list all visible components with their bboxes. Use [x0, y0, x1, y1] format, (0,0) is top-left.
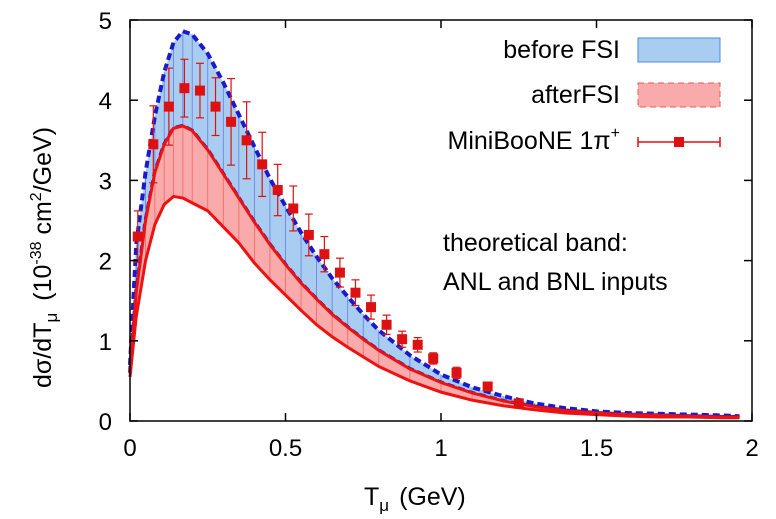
x-axis-label-main: T: [364, 483, 379, 511]
data-point: [288, 185, 299, 232]
ticks-layer: 0 0.5 1 1.5 2 0 1 2 3 4 5: [99, 8, 759, 462]
data-point: [303, 213, 314, 257]
annotation-line-1: theoretical band:: [443, 229, 628, 257]
data-point: [132, 210, 143, 263]
y-axis-label-exp2: 2: [28, 192, 45, 201]
data-point: [451, 366, 462, 380]
data-point: [428, 352, 439, 365]
y-tick-label: 5: [99, 8, 112, 35]
data-point: [179, 58, 190, 118]
data-point: [319, 235, 330, 273]
data-point: [148, 105, 159, 184]
x-tick-label: 2: [745, 435, 758, 462]
data-point: [397, 330, 408, 348]
data-point: [482, 381, 493, 392]
y-tick-label: 0: [99, 409, 112, 436]
x-tick-label: 0: [123, 435, 136, 462]
y-axis-label-open: (10: [29, 265, 57, 301]
legend-marker-data: [637, 137, 721, 147]
legend-label-data: MiniBooNE 1π+: [448, 125, 621, 155]
legend-label-data-sup: +: [611, 125, 620, 142]
legend-swatch-before: [637, 37, 721, 63]
data-point: [366, 294, 377, 320]
data-point: [210, 77, 221, 137]
x-tick-label: 1.5: [580, 435, 613, 462]
y-axis-label-pre: dσ/dT: [29, 323, 57, 388]
legend-label-data-main: MiniBooNE 1π: [448, 127, 611, 155]
band-fill-before-fsi: [130, 31, 740, 417]
y-tick-label: 2: [99, 249, 112, 276]
data-points-layer: [132, 58, 524, 409]
annotation-line-2: ANL and BNL inputs: [443, 268, 668, 296]
legend-label-before: before FSI: [503, 36, 620, 64]
y-axis-label-close: /GeV): [29, 127, 57, 192]
x-axis-label-unit: (GeV): [399, 483, 466, 511]
data-point: [381, 314, 392, 335]
y-tick-label: 3: [99, 168, 112, 195]
data-point: [272, 163, 283, 217]
data-point: [412, 336, 423, 353]
x-tick-label: 1: [434, 435, 447, 462]
band-upper-line-after-fsi: [128, 124, 740, 419]
legend-label-after: afterFSI: [531, 81, 620, 109]
y-axis-label: dσ/dTμ (10-38 cm2/GeV): [28, 127, 61, 388]
x-axis-label: Tμ (GeV): [364, 483, 466, 515]
data-point: [257, 131, 268, 198]
y-axis-label-sub: μ: [42, 313, 61, 323]
data-point: [163, 67, 174, 146]
y-tick-label: 1: [99, 329, 112, 356]
y-tick-label: 4: [99, 88, 112, 115]
data-point: [513, 398, 524, 409]
data-point: [334, 257, 345, 288]
legend-swatch-after: [637, 82, 721, 108]
data-point: [350, 279, 361, 307]
band-fill-after-fsi: [130, 125, 740, 418]
data-point: [194, 62, 205, 119]
band-lower-line-after-fsi: [128, 194, 740, 420]
x-tick-label: 0.5: [269, 435, 302, 462]
y-axis-label-mid: cm: [29, 201, 57, 241]
y-axis-label-exp1: -38: [28, 241, 45, 264]
data-point: [241, 101, 252, 180]
legend: before FSI afterFSI MiniBooNE 1π+: [448, 36, 721, 155]
x-axis-label-sub: μ: [379, 496, 389, 515]
data-point: [226, 77, 237, 166]
